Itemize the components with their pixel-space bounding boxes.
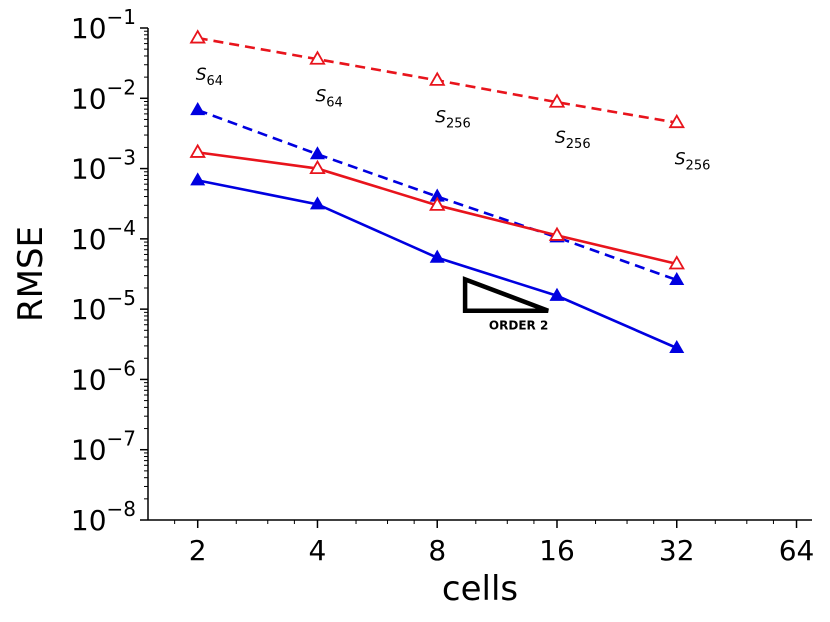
data-point [669,339,685,354]
data-point [548,93,566,108]
data-point [189,29,206,44]
data-point [309,196,325,210]
series-line [197,108,678,282]
y-tick-label: 10−5 [71,286,136,326]
y-tick-label: 10−7 [71,427,136,467]
data-point [190,172,206,186]
y-tick-label: 10−4 [71,216,136,256]
quadrature-label: S256 [555,128,591,152]
x-axis-title: cells [442,569,518,609]
data-point [190,102,206,116]
order-triangle [462,276,549,313]
series-blue-solid [190,172,685,354]
annotation-layer: S64 S64 S256 S256 S256 ORDER 2 [196,65,711,332]
quadrature-label: S64 [315,86,342,110]
data-point [548,226,566,241]
data-point [189,143,206,158]
data-point [669,271,685,286]
axis-ticks: 10−1 10−2 10−3 10−4 10−5 10−6 10−7 10−8 2 4 8 16 32 6… [71,5,814,567]
x-tick-label: 8 [428,534,446,567]
data-point [668,255,685,270]
data-point [549,287,565,301]
order-label: ORDER 2 [489,319,548,333]
quadrature-label: S256 [675,149,711,173]
quadrature-label: S64 [196,65,223,89]
y-tick-label: 10−2 [71,75,136,115]
data-point [309,50,326,65]
x-tick-label: 2 [189,534,207,567]
y-tick-label: 10−8 [71,497,136,537]
x-tick-label: 16 [539,534,575,567]
y-tick-label: 10−1 [71,5,136,45]
data-point [429,196,446,211]
data-point [668,113,685,129]
quadrature-label: S256 [435,108,471,132]
series-red-dashed [189,29,685,129]
x-tick-label: 32 [659,534,695,567]
y-tick-label: 10−6 [71,356,136,396]
data-point [429,71,446,86]
data-point [429,249,445,263]
y-axis-title: RMSE [11,226,51,322]
series-layer [189,29,685,354]
y-tick-label: 10−3 [71,146,136,186]
data-point [309,159,326,175]
x-tick-label: 64 [779,534,815,567]
series-red-solid [189,143,685,270]
x-tick-label: 4 [309,534,327,567]
data-point [309,146,325,160]
